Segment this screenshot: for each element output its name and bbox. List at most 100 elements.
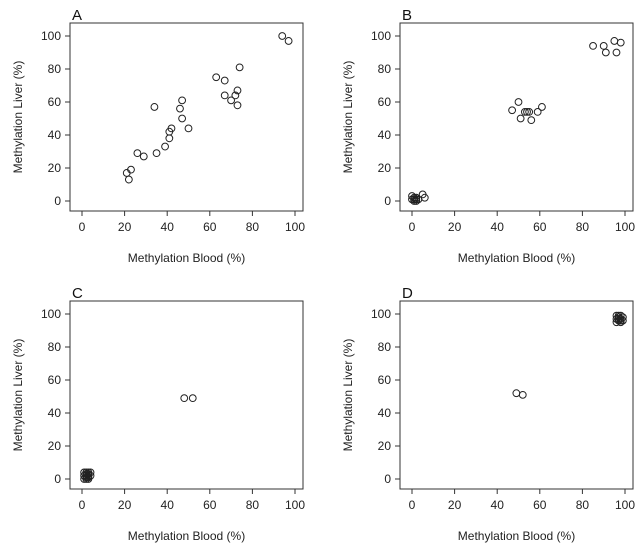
data-point [527,116,536,125]
y-tick-label: 20 [48,439,62,453]
x-tick-label: 20 [448,220,462,234]
y-tick-label: 60 [378,95,392,109]
x-tick-label: 80 [576,220,590,234]
data-point [231,91,240,100]
x-tick-label: 60 [533,498,547,512]
data-point [124,175,133,184]
x-tick-label: 60 [533,220,547,234]
y-tick-label: 100 [41,307,61,321]
x-tick-label: 0 [79,498,86,512]
x-tick-label: 100 [615,220,635,234]
x-tick-label: 80 [246,220,260,234]
data-point [178,114,187,123]
x-tick-label: 40 [161,220,175,234]
data-point [233,86,242,95]
x-tick-label: 40 [491,498,505,512]
data-point [512,389,521,398]
data-point [284,37,293,45]
y-tick-label: 80 [48,62,62,76]
data-point [516,114,525,123]
data-point [86,471,95,480]
data-point [525,108,534,116]
x-tick-label: 0 [409,220,416,234]
y-tick-label: 40 [48,128,62,142]
x-axis-title: Methylation Blood (%) [458,251,575,265]
y-tick-label: 0 [384,472,391,486]
x-tick-label: 40 [491,220,505,234]
data-point [82,471,91,480]
data-point [184,124,193,133]
data-point [127,165,135,174]
data-point [618,316,627,325]
y-axis-title: Methylation Liver (%) [341,61,355,174]
data-point [614,311,623,320]
y-tick-label: 60 [48,373,62,387]
plot-frame [69,300,304,490]
plot-frame [69,22,304,212]
x-tick-label: 80 [576,498,590,512]
y-tick-label: 40 [378,406,392,420]
y-axis-title: Methylation Liver (%) [341,339,355,452]
data-point [412,193,421,202]
y-tick-label: 0 [54,472,61,486]
data-point [420,193,429,202]
x-tick-label: 80 [246,498,260,512]
panel-c: C 0 20 40 60 80 100 0 20 40 60 80 100 Methylation Blo… [11,285,305,543]
data-point [616,316,625,325]
data-point [538,103,546,111]
data-point [612,48,621,57]
data-point [212,73,221,82]
panel-letter: B [402,7,412,24]
plot-frame [399,300,634,490]
y-tick-label: 60 [378,373,392,387]
data-point [235,63,244,72]
data-point [233,101,242,110]
panel-b: B 0 20 40 60 80 100 0 20 40 60 80 100 Methylation Blo… [341,7,635,265]
y-tick-label: 40 [378,128,392,142]
data-point [518,390,527,399]
data-point [610,37,619,45]
x-tick-label: 0 [409,498,416,512]
y-tick-label: 100 [41,29,61,43]
x-tick-label: 20 [448,498,462,512]
x-axis-title: Methylation Blood (%) [128,529,245,543]
y-tick-label: 80 [378,62,392,76]
y-tick-label: 40 [48,406,62,420]
plot-frame [399,22,634,212]
panel-d: D 0 20 40 60 80 100 0 20 40 60 80 100 Methylation Blo… [341,285,635,543]
y-axis-title: Methylation Liver (%) [11,339,25,452]
data-point [150,103,159,111]
data-point [278,32,287,40]
panel-letter: D [402,285,413,302]
data-point [589,42,597,50]
y-tick-label: 20 [48,161,62,175]
data-point [188,394,197,403]
data-point [152,149,161,158]
y-tick-label: 60 [48,95,62,109]
data-point [601,48,610,57]
panel-a: A 0 20 40 60 80 100 0 20 40 60 80 100 Methylation Blo… [11,7,305,265]
x-axis-title: Methylation Blood (%) [458,529,575,543]
x-tick-label: 0 [79,220,86,234]
y-tick-label: 0 [54,194,61,208]
x-axis-title: Methylation Blood (%) [128,251,245,265]
data-point [614,315,623,323]
data-point [161,142,169,151]
data-point [514,98,523,106]
x-tick-label: 60 [203,220,217,234]
x-tick-label: 60 [203,498,217,512]
data-point [167,124,176,133]
y-tick-label: 80 [48,340,62,354]
data-point [178,96,187,105]
data-point [176,104,184,113]
y-tick-label: 20 [378,161,392,175]
data-point [508,106,517,115]
data-point [533,108,542,116]
data-point [616,38,625,47]
y-tick-label: 20 [378,439,392,453]
x-tick-label: 20 [118,220,132,234]
x-tick-label: 100 [285,220,305,234]
x-tick-label: 40 [161,498,175,512]
x-tick-label: 100 [615,498,635,512]
